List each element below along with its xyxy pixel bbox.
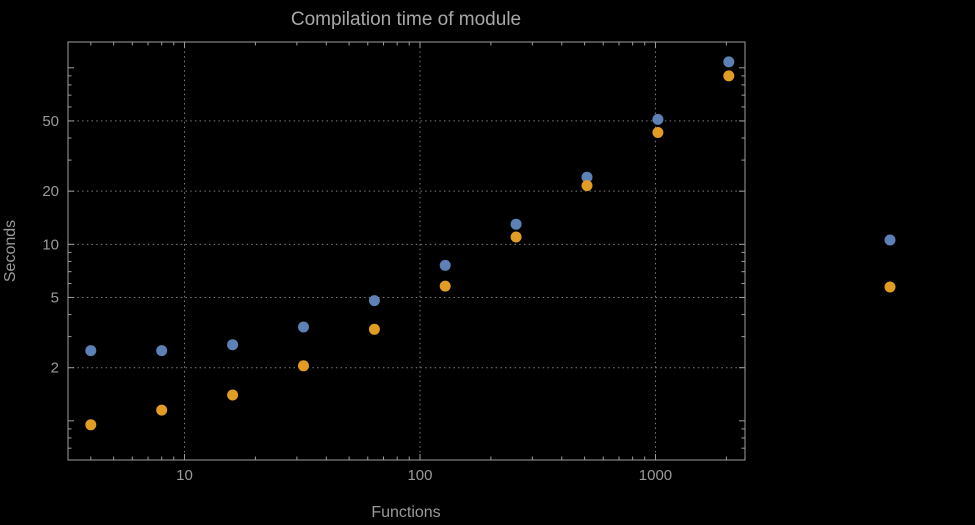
y-tick-label: 20 [42, 183, 59, 200]
y-tick-label: 5 [51, 289, 59, 306]
chart-title: Compilation time of module [291, 9, 521, 30]
data-point-orange [439, 280, 451, 292]
x-tick-label: 1000 [639, 467, 672, 484]
x-axis-label: Functions [371, 504, 440, 521]
data-point-blue [439, 259, 451, 271]
data-point-orange [581, 180, 593, 192]
y-tick-label: 50 [42, 113, 59, 130]
data-point-orange [652, 127, 664, 138]
data-point-blue [368, 295, 380, 307]
data-point-orange [510, 231, 522, 243]
data-point-blue [723, 56, 735, 68]
data-point-orange [368, 323, 380, 335]
grid-layer [68, 42, 745, 460]
legend [884, 234, 896, 293]
data-point-orange [156, 404, 168, 416]
legend-marker-blue [884, 234, 896, 246]
data-point-blue [510, 218, 522, 230]
y-tick-label: 2 [51, 360, 59, 377]
data-point-blue [652, 113, 664, 125]
plot-frame [67, 41, 746, 461]
legend-marker-orange [884, 281, 896, 293]
points-layer [85, 56, 735, 431]
data-point-blue [85, 345, 97, 357]
data-point-orange [298, 360, 309, 372]
y-axis-label: Seconds [2, 220, 19, 282]
x-tick-label: 100 [407, 467, 432, 484]
data-point-orange [227, 389, 239, 401]
tick-layer: 10 100 1000 2 5 10 20 50 [42, 42, 745, 484]
data-point-orange [85, 419, 97, 431]
y-tick-label: 10 [42, 236, 59, 253]
x-tick-label: 10 [176, 467, 193, 484]
data-point-blue [581, 171, 593, 183]
label-layer: Compilation time of module Functions Sec… [2, 9, 521, 521]
data-point-blue [227, 339, 239, 351]
data-point-blue [298, 321, 309, 333]
data-point-orange [723, 70, 735, 82]
data-point-blue [156, 345, 168, 357]
